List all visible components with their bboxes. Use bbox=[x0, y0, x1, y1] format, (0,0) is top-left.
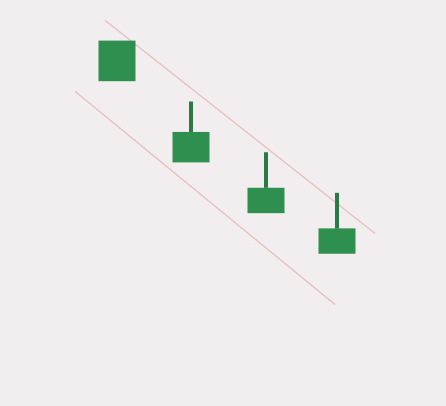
candle-4 bbox=[318, 192, 356, 254]
trend-channel bbox=[74, 19, 376, 306]
candle-1 bbox=[98, 40, 136, 82]
candle-body-4 bbox=[318, 228, 356, 254]
channel-line-lower bbox=[74, 90, 336, 306]
channel-line-upper bbox=[104, 19, 376, 235]
candles bbox=[98, 40, 356, 254]
candle-body-3 bbox=[247, 187, 285, 214]
candle-body-1 bbox=[98, 40, 136, 82]
candle-3 bbox=[247, 152, 285, 214]
candle-2 bbox=[172, 101, 210, 163]
candle-body-2 bbox=[172, 131, 210, 163]
